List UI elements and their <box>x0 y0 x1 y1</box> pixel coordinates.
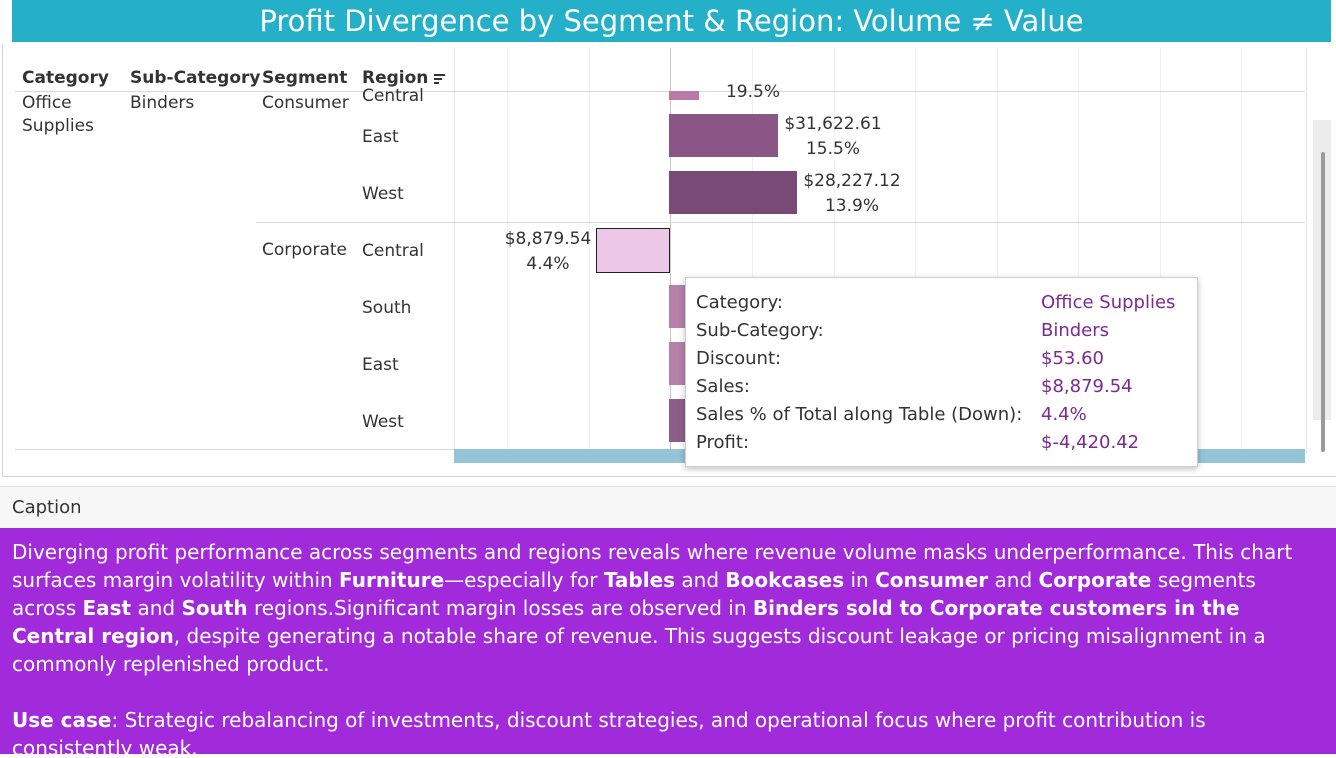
label-consumer-central-pct: 19.5% <box>725 82 780 100</box>
label-consumer-west-pct: 13.9% <box>824 196 879 216</box>
header-category[interactable]: Category <box>22 68 109 88</box>
cell-subcategory[interactable]: Binders <box>130 93 195 113</box>
table-bottom-line <box>15 449 455 450</box>
tooltip-value-profit: $-4,420.42 <box>1041 432 1140 453</box>
gridline <box>507 48 508 452</box>
zero-line <box>670 48 671 452</box>
bar-corporate-central-selected[interactable] <box>596 228 670 273</box>
bar-corporate-west[interactable] <box>669 399 689 442</box>
cell-region-corp-central[interactable]: Central <box>362 241 424 261</box>
tooltip-value-sales: $8,879.54 <box>1041 376 1133 397</box>
caption-bold-run: South <box>181 596 248 620</box>
dashboard-title: Profit Divergence by Segment & Region: V… <box>12 0 1331 42</box>
cell-region-corp-south[interactable]: South <box>362 298 412 318</box>
caption-bold-run: Consumer <box>875 568 989 592</box>
header-region[interactable]: Region <box>362 68 446 88</box>
caption-header-label: Caption <box>12 497 82 518</box>
caption-bold-run: East <box>82 596 132 620</box>
caption-text-run: , despite generating a notable share of … <box>12 624 1266 676</box>
label-consumer-east-pct: 15.5% <box>805 139 860 159</box>
cell-segment-consumer[interactable]: Consumer <box>262 93 349 113</box>
mark-tooltip: Category: Office Supplies Sub-Category: … <box>685 277 1198 467</box>
gridline <box>915 48 916 452</box>
header-divider <box>15 91 1305 92</box>
gridline <box>1241 48 1242 452</box>
tooltip-value-sales-pct: 4.4% <box>1041 404 1087 425</box>
gridline <box>997 48 998 452</box>
caption-bold-run: Binders sold to Corporate customers in t… <box>12 596 1240 648</box>
gridline <box>834 48 835 452</box>
caption-text-run: regions.Significant margin losses are ob… <box>247 596 753 620</box>
caption-text-run: Diverging profit performance across segm… <box>12 540 1293 592</box>
label-consumer-east-sales: $31,622.61 <box>784 114 882 134</box>
tooltip-label-sales: Sales: <box>696 376 750 397</box>
caption-bold-run: Bookcases <box>725 568 845 592</box>
sort-descending-icon[interactable] <box>434 69 446 84</box>
caption-paragraph-2: Use case: Strategic rebalancing of inves… <box>0 678 1336 754</box>
caption-bold-run: Use case <box>12 708 112 732</box>
caption-bold-run: Furniture <box>339 568 445 592</box>
bar-consumer-central[interactable] <box>669 91 699 100</box>
cell-region-consumer-central[interactable]: Central <box>362 86 424 106</box>
header-subcategory[interactable]: Sub-Category <box>130 68 261 88</box>
viz-area[interactable]: Category Sub-Category Segment Region Off… <box>2 44 1336 477</box>
caption-text-run: —especially for <box>444 568 604 592</box>
tooltip-label-subcategory: Sub-Category: <box>696 320 824 341</box>
label-consumer-west-sales: $28,227.12 <box>803 171 901 191</box>
caption-header: Caption <box>0 486 1336 529</box>
gridline <box>1078 48 1079 452</box>
tooltip-label-discount: Discount: <box>696 348 782 369</box>
bar-corporate-east[interactable] <box>669 342 689 385</box>
label-corp-central-sales: $8,879.54 <box>504 229 592 249</box>
plot-region[interactable] <box>454 48 1307 454</box>
caption-text-run: : Strategic rebalancing of investments, … <box>12 708 1206 754</box>
caption-text: Diverging profit performance across segm… <box>0 528 1336 754</box>
tooltip-label-profit: Profit: <box>696 432 750 453</box>
tooltip-value-discount: $53.60 <box>1041 348 1104 369</box>
caption-text-run: and <box>988 568 1039 592</box>
header-segment[interactable]: Segment <box>262 68 348 88</box>
gridline <box>752 48 753 452</box>
cell-region-consumer-east[interactable]: East <box>362 127 399 147</box>
scrollbar-thumb[interactable] <box>1321 152 1325 452</box>
caption-bold-run: Tables <box>603 568 676 592</box>
caption-paragraph-1: Diverging profit performance across segm… <box>0 528 1336 678</box>
cell-segment-corporate[interactable]: Corporate <box>262 240 347 260</box>
header-region-label: Region <box>362 68 429 88</box>
caption-bold-run: Corporate <box>1038 568 1152 592</box>
gridline <box>1160 48 1161 452</box>
tooltip-value-category: Office Supplies <box>1041 292 1176 313</box>
bar-consumer-west[interactable] <box>669 171 797 214</box>
bar-corporate-south[interactable] <box>669 285 689 328</box>
tooltip-value-subcategory: Binders <box>1041 320 1110 341</box>
cell-region-corp-west[interactable]: West <box>362 412 404 432</box>
tooltip-label-sales-pct: Sales % of Total along Table (Down): <box>696 404 1023 425</box>
cell-region-consumer-west[interactable]: West <box>362 184 404 204</box>
cell-region-corp-east[interactable]: East <box>362 355 399 375</box>
caption-text-run: in <box>844 568 876 592</box>
bar-consumer-east[interactable] <box>669 114 778 157</box>
tooltip-label-category: Category: <box>696 292 783 313</box>
caption-text-run: and <box>131 596 182 620</box>
caption-text-run: segments across <box>12 568 1256 620</box>
caption-text-run: and <box>675 568 726 592</box>
cell-category[interactable]: Office Supplies <box>22 93 94 136</box>
segment-divider <box>256 222 1305 223</box>
gridline <box>589 48 590 452</box>
label-corp-central-pct: 4.4% <box>526 254 570 274</box>
